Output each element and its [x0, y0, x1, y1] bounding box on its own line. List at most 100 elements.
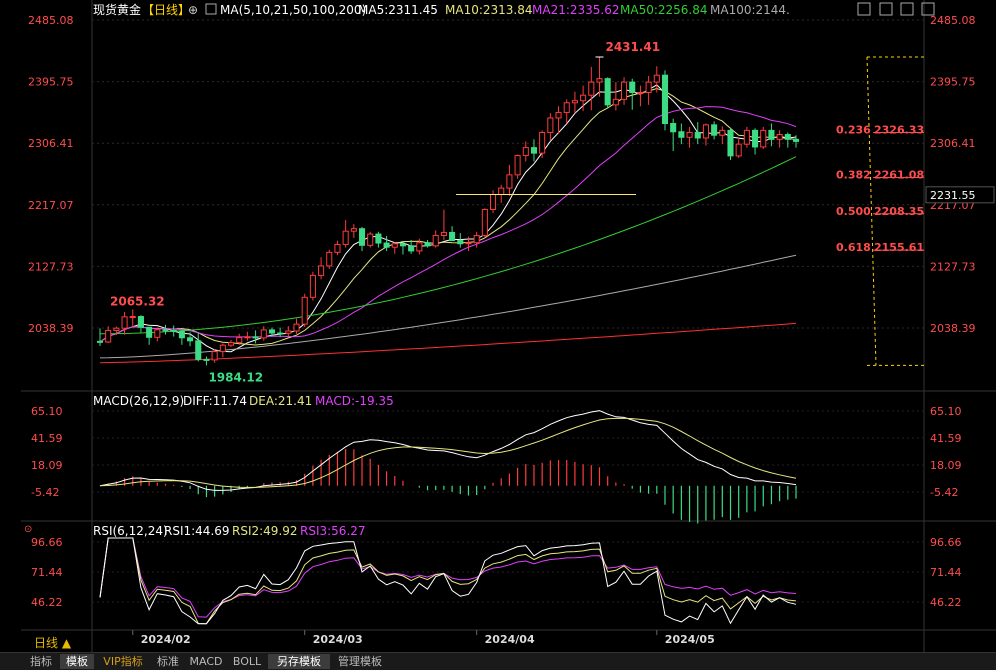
candle-body	[768, 129, 775, 140]
price-axis-label-right: 2306.41	[930, 137, 976, 150]
bottom-tab-2[interactable]: VIP指标	[103, 655, 143, 668]
fib-ratio-label: 0.236	[836, 123, 871, 136]
bottom-tab-5[interactable]: BOLL	[232, 655, 262, 668]
price-axis-label-left: 2038.39	[28, 322, 74, 335]
bottom-tab-0[interactable]: 指标	[30, 655, 52, 668]
fib-price-label: 2155.61	[874, 241, 924, 254]
candle-body	[702, 124, 709, 139]
candle-body	[465, 242, 472, 245]
candle-body	[178, 330, 185, 339]
candle-body	[105, 329, 112, 343]
period-label: 【日线】	[142, 3, 190, 17]
candle-body	[776, 134, 783, 140]
bottom-tab-6[interactable]: 另存模板	[268, 654, 330, 669]
macd-diff: DIFF:11.74	[183, 394, 247, 408]
candle-body	[580, 94, 587, 102]
price-axis-label-left: 2127.73	[28, 260, 74, 273]
rsi1-line	[99, 537, 797, 625]
rsi-axis-label-left: 71.44	[31, 566, 63, 579]
rsi2-line	[99, 537, 797, 625]
low-annotation: 1984.12	[208, 370, 263, 384]
rsi-spec: RSI(6,12,24)	[93, 524, 168, 538]
candle-body	[227, 342, 235, 346]
fib-ratio-label: 0.500	[836, 205, 871, 218]
bottom-tab-3[interactable]: 标准	[157, 655, 179, 668]
ma50-value: MA50:2256.84	[620, 3, 708, 17]
current-price-box	[925, 186, 995, 204]
local-high-annotation: 2065.32	[110, 294, 165, 308]
candle-body	[96, 340, 104, 343]
candle-body	[367, 233, 374, 246]
candle-body	[440, 231, 447, 236]
price-axis-label-left: 2485.08	[28, 14, 74, 27]
zoom-icon[interactable]	[921, 2, 935, 16]
candle-body	[555, 111, 562, 119]
candle-body	[309, 274, 316, 298]
candle-body	[670, 122, 677, 133]
candle-body	[752, 129, 759, 148]
bottom-tab-4[interactable]: MACD	[189, 655, 223, 668]
candle-body	[727, 129, 734, 157]
fib-price-label: 2326.33	[874, 123, 924, 136]
rsi1-value: RSI1:44.69	[164, 524, 230, 538]
candle-body	[645, 81, 652, 93]
fib-price-label: 2261.08	[874, 168, 924, 181]
ma-spec-label: MA(5,10,21,50,100,200)	[220, 3, 366, 17]
bottom-toolbar: 指标 模板 VIP指标 标准 MACD BOLL 另存模板 管理模板	[0, 652, 996, 670]
candle-body	[424, 242, 431, 247]
macd-axis-label-right: 18.09	[930, 459, 962, 472]
candle-body	[170, 329, 177, 332]
candle-body	[334, 243, 341, 253]
rsi-axis-label-right: 71.44	[930, 566, 962, 579]
candle-body	[236, 337, 243, 344]
bottom-tab-7[interactable]: 管理模板	[338, 655, 382, 668]
candle-body	[604, 78, 611, 106]
candle-body	[252, 336, 259, 339]
macd-dea: DEA:21.41	[249, 394, 312, 408]
grid-icon[interactable]	[857, 2, 871, 16]
candle-body	[416, 242, 423, 252]
candle-body	[588, 81, 595, 96]
remove-icon[interactable]	[879, 2, 893, 16]
candle-body	[121, 316, 128, 329]
macd-axis-label-right: 65.10	[930, 405, 962, 418]
ma100-line	[99, 254, 797, 359]
candle-body	[342, 230, 349, 245]
rsi-axis-label-right: 46.22	[930, 596, 962, 609]
candle-body	[760, 129, 767, 148]
period-selector[interactable]: 日线 ▲	[34, 636, 72, 650]
candle-body	[203, 358, 210, 361]
candle-body	[244, 336, 251, 339]
candle-body	[539, 131, 546, 154]
restore-icon[interactable]	[900, 2, 914, 16]
date-axis-label: 2024/05	[665, 633, 715, 646]
candle-body	[187, 337, 194, 342]
bottom-tab-1[interactable]: 模板	[60, 654, 94, 669]
chart-svg[interactable]: 2485.08 2485.08 2395.75 2395.75 2306.41 2306.…	[0, 0, 996, 652]
candle-body	[318, 265, 325, 276]
current-price-label: 2231.55	[930, 189, 976, 202]
candle-body	[612, 98, 619, 106]
candle-body	[498, 187, 505, 196]
candle-body	[514, 155, 521, 176]
rsi3-value: RSI3:56.27	[300, 524, 366, 538]
candle-body	[277, 332, 284, 335]
ma50-line	[99, 156, 797, 335]
date-axis-label: 2024/04	[485, 633, 535, 646]
fib-ratio-label: 0.382	[836, 168, 871, 181]
price-axis-label-left: 2306.41	[28, 137, 74, 150]
ma21-value: MA21:2335.62	[532, 3, 620, 17]
candle-body	[547, 117, 554, 133]
candle-body	[522, 147, 529, 157]
macd-axis-label-right: 41.59	[930, 432, 962, 445]
macd-axis-label-left: -5.42	[31, 486, 59, 499]
fib-price-label: 2208.35	[874, 205, 924, 218]
candle-body	[792, 138, 800, 142]
candle-body	[686, 131, 693, 138]
price-axis-label-right: 2127.73	[930, 260, 976, 273]
price-axis-label-left: 2395.75	[28, 76, 74, 89]
candle-body	[399, 243, 407, 247]
ma10-line	[99, 87, 797, 346]
macd-axis-label-left: 18.09	[31, 459, 63, 472]
macd-diff-line	[99, 410, 797, 491]
